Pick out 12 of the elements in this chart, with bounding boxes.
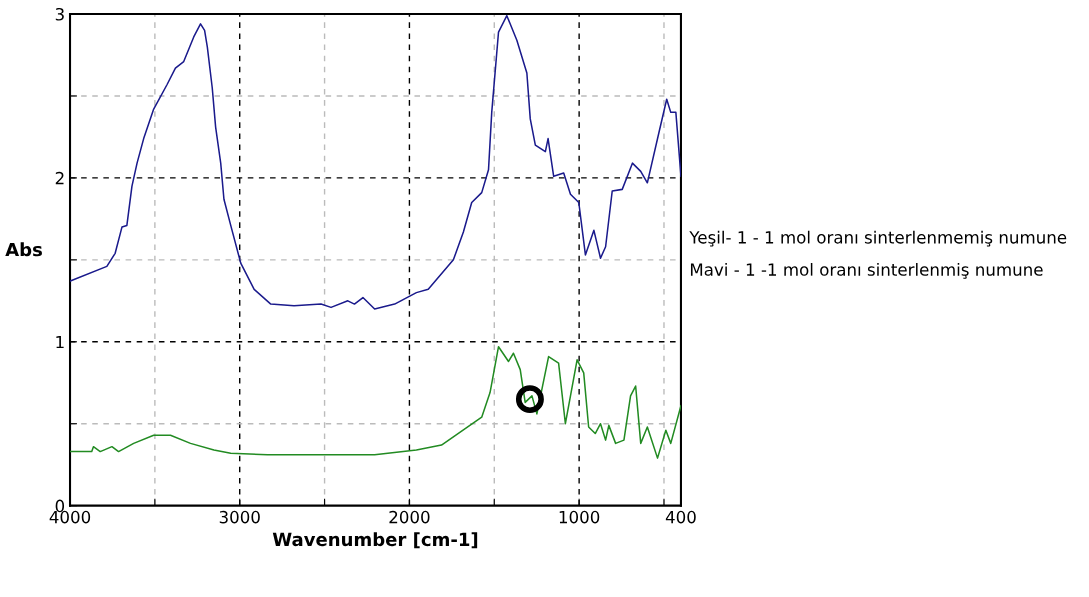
x-tick-label: 400 [665,510,696,524]
x-tick-label: 1000 [559,510,600,524]
x-axis-title: Wavenumber [cm-1] [272,532,478,549]
x-tick-label: 2000 [389,510,430,524]
y-tick-label: 2 [55,171,64,185]
x-tick-label: 3000 [219,510,260,524]
y-tick-label: 3 [55,7,64,21]
y-axis-title: Abs [5,242,42,257]
text: Mavi - 1 -1 mol oranı sinterlenmiş numune [690,262,1043,279]
y-tick-label: 1 [56,335,64,349]
line-series [70,345,681,459]
text: Yeşil- 1 - 1 mol oranı sinterlenmemiş numune [689,230,1067,247]
